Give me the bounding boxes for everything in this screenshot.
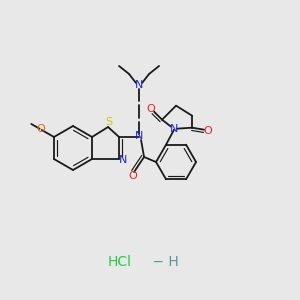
Text: N: N [170,124,178,134]
Text: HCl: HCl [108,255,132,269]
Text: N: N [135,131,143,141]
Text: N: N [135,80,143,90]
Text: − H: − H [148,255,179,269]
Text: O: O [36,124,45,134]
Text: O: O [204,126,212,136]
Text: N: N [119,155,127,165]
Text: S: S [106,117,112,127]
Text: O: O [129,171,137,181]
Text: O: O [147,104,155,114]
